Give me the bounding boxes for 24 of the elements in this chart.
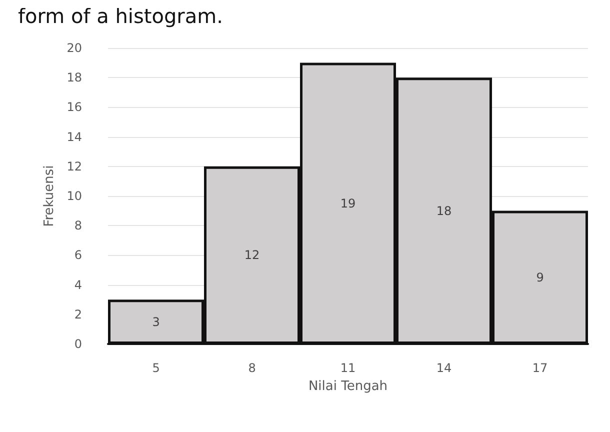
y-tick-label: 16 [66,100,82,114]
y-tick-label: 0 [74,337,82,351]
y-tick-label: 14 [66,130,82,144]
data-label: 12 [244,248,260,262]
y-tick-label: 6 [74,248,82,262]
x-tick-label: 14 [436,361,452,375]
y-tick-label: 10 [66,189,82,203]
y-tick-label: 18 [66,70,82,85]
data-label: 19 [340,196,356,210]
y-tick-label: 8 [74,218,82,233]
y-tick-label: 20 [66,41,82,55]
x-tick-label: 5 [152,361,160,375]
data-label: 18 [436,204,452,218]
x-tick-label: 17 [532,361,548,375]
x-axis-title: Nilai Tengah [308,379,388,394]
text: form of a histogram. [18,4,223,28]
y-tick-label: 4 [74,278,82,292]
x-tick-label: 11 [340,361,356,375]
data-label: 9 [536,270,544,284]
y-axis-title: Frekuensi [42,165,57,227]
y-tick-label: 2 [74,307,82,322]
data-label: 3 [152,314,160,329]
y-tick-label: 12 [66,159,82,174]
x-tick-label: 8 [248,361,256,375]
